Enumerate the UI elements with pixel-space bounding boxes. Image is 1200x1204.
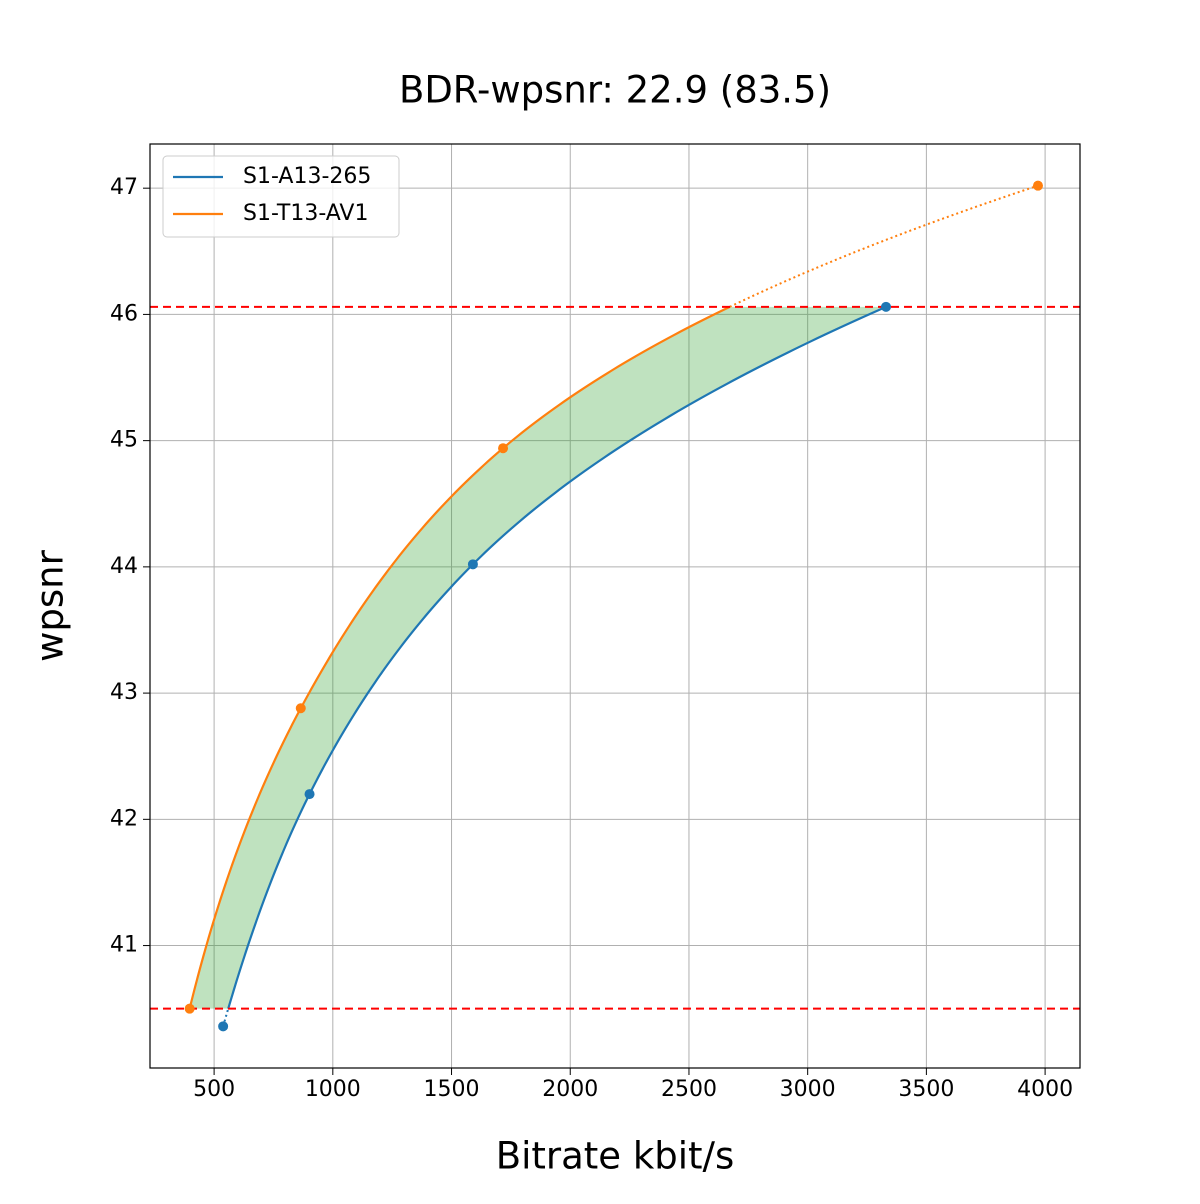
x-tick-label: 2000 xyxy=(542,1077,598,1102)
chart-title: BDR-wpsnr: 22.9 (83.5) xyxy=(399,69,831,112)
legend-label: S1-T13-AV1 xyxy=(243,201,368,226)
x-tick-label: 500 xyxy=(193,1077,235,1102)
x-tick-label: 2500 xyxy=(661,1077,717,1102)
data-point xyxy=(295,703,306,714)
y-tick-label: 41 xyxy=(110,933,138,958)
legend-label: S1-A13-265 xyxy=(243,164,371,189)
data-point xyxy=(304,789,315,800)
y-tick-label: 47 xyxy=(110,175,138,200)
x-axis-label: Bitrate kbit/s xyxy=(496,1135,735,1178)
data-point xyxy=(498,443,509,454)
curve xyxy=(188,305,731,1009)
x-tick-label: 1000 xyxy=(305,1077,361,1102)
data-point xyxy=(184,1003,195,1014)
y-tick-label: 45 xyxy=(110,428,138,453)
x-tick-label: 4000 xyxy=(1017,1077,1073,1102)
data-point xyxy=(881,301,892,312)
y-tick-label: 44 xyxy=(110,554,138,579)
data-point xyxy=(218,1021,229,1032)
y-axis-label: wpsnr xyxy=(29,549,72,661)
x-tick-label: 1500 xyxy=(424,1077,480,1102)
x-tick-label: 3500 xyxy=(898,1077,954,1102)
plot-frame xyxy=(149,143,1081,1069)
x-tick-label: 3000 xyxy=(780,1077,836,1102)
curve xyxy=(227,305,887,1009)
bd-area xyxy=(189,306,887,1009)
y-tick-label: 46 xyxy=(110,301,138,326)
curve-extension xyxy=(222,1008,230,1027)
data-point xyxy=(467,559,478,570)
y-tick-label: 43 xyxy=(110,680,138,705)
data-point xyxy=(1032,180,1043,191)
y-tick-label: 42 xyxy=(110,806,138,831)
plot-area xyxy=(150,180,1080,1032)
